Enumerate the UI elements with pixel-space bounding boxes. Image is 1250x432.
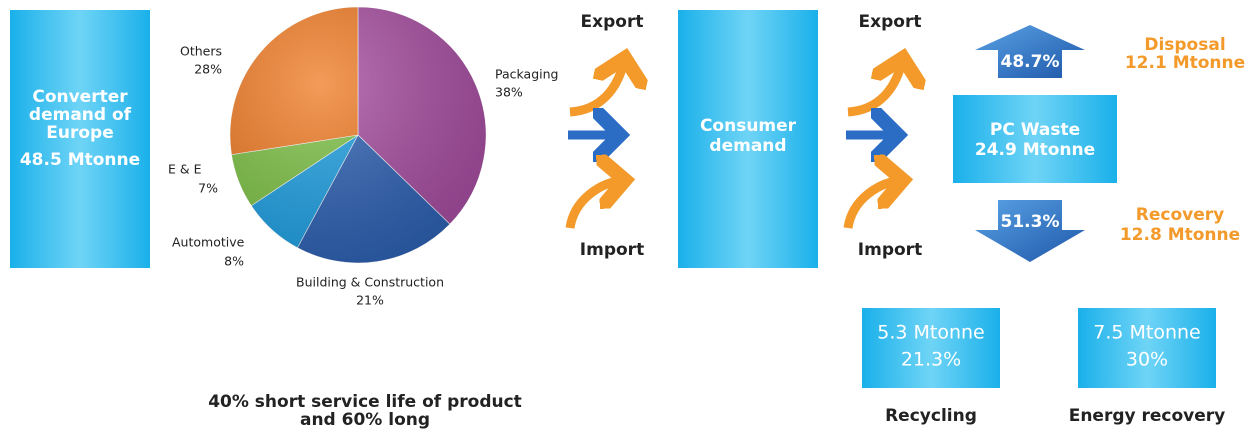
consumer-box (678, 10, 818, 268)
slice-name: E & E (168, 162, 202, 177)
pie-slice (229, 6, 359, 155)
import-arrow (565, 180, 625, 229)
box-text: Europe (46, 123, 113, 143)
slice-label: 7% (198, 181, 218, 196)
recovery-arrow (975, 200, 1085, 262)
energy-box (1078, 308, 1216, 388)
box-text: demand (709, 136, 786, 156)
box-text: 48.5 Mtonne (20, 150, 140, 170)
export-arrow (569, 58, 625, 117)
slice-label: 8% (224, 254, 244, 269)
import-label: Import (580, 240, 644, 260)
pie-chart (229, 6, 487, 264)
box-text: Converter (32, 87, 128, 107)
box-text: demand of (29, 105, 132, 125)
box-text: 7.5 Mtonne (1093, 322, 1201, 344)
note: 40% short service life of product (208, 392, 522, 412)
box-text: 5.3 Mtonne (877, 322, 985, 344)
disposal-arrow (975, 25, 1085, 78)
slice-name: Others (180, 44, 222, 59)
box-text: Consumer (700, 116, 797, 136)
recycling-box (862, 308, 1000, 388)
box-text: 30% (1126, 349, 1168, 371)
slice-name: Packaging (495, 67, 558, 82)
import-label: Import (858, 240, 922, 260)
import-arrow (843, 180, 903, 229)
disposal-label: 12.1 Mtonne (1125, 53, 1245, 73)
slice-name: Building & Construction (296, 275, 444, 290)
box-text: 21.3% (901, 349, 961, 371)
export-arrow (847, 58, 903, 117)
slice-label: 28% (194, 62, 222, 77)
box-text: 24.9 Mtonne (975, 140, 1095, 160)
caption: Recycling (885, 406, 977, 426)
arrow-text: 51.3% (1001, 212, 1060, 232)
slice-label: 21% (356, 293, 384, 308)
arrow-text: 48.7% (1001, 52, 1060, 72)
note: and 60% long (300, 410, 430, 430)
slice-label: 38% (495, 85, 523, 100)
waste-box (953, 95, 1117, 183)
export-label: Export (859, 12, 922, 32)
export-label: Export (581, 12, 644, 32)
disposal-label: Disposal (1144, 35, 1225, 55)
converter-box (10, 10, 150, 268)
caption: Energy recovery (1069, 406, 1226, 426)
recovery-label: Recovery (1136, 205, 1224, 225)
box-text: PC Waste (990, 120, 1080, 140)
slice-name: Automotive (172, 235, 245, 250)
recovery-label: 12.8 Mtonne (1120, 225, 1240, 245)
